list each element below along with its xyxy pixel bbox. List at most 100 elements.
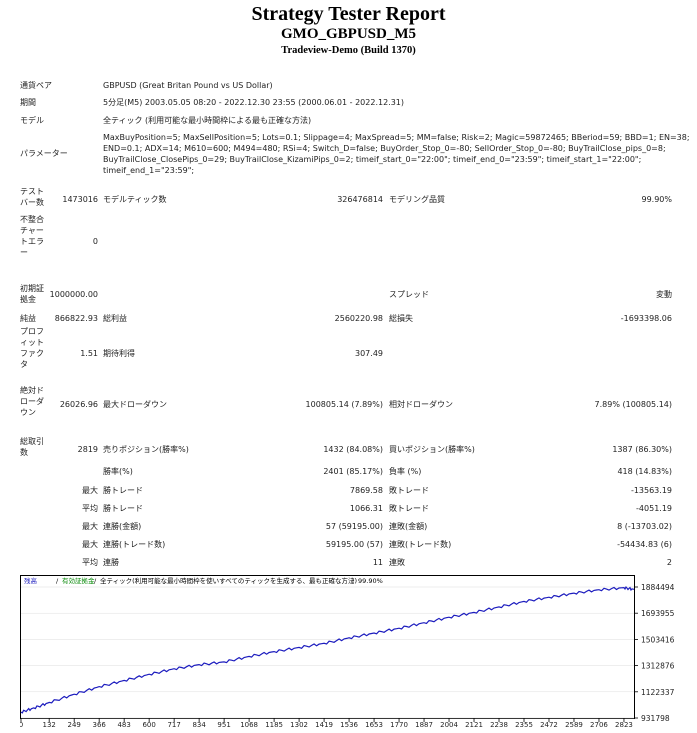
x-tick-label: 2706 <box>590 721 608 727</box>
params-line: MaxBuyPosition=5; MaxSellPosition=5; Lot… <box>103 133 690 142</box>
largest-win-label: 勝トレード <box>103 486 143 495</box>
avg-win-label: 勝トレード <box>103 504 143 513</box>
ticks-label: モデルティック数 <box>103 195 167 204</box>
report-build: Tradeview-Demo (Build 1370) <box>281 45 416 56</box>
x-tick-label: 1770 <box>390 721 408 727</box>
cons-losses-label: 連敗(金額) <box>389 522 428 531</box>
largest-win-value: 7869.58 <box>349 486 383 495</box>
loss-label: 負率 (%) <box>389 467 422 476</box>
x-tick-label: 2355 <box>515 721 533 727</box>
short-value: 1432 (84.08%) <box>323 445 383 454</box>
trades-value: 2819 <box>77 445 98 454</box>
period-value: 5分足(M5) 2003.05.05 08:20 - 2022.12.30 23… <box>103 98 405 107</box>
short-label: 売りポジション(勝率%) <box>103 445 189 454</box>
x-tick-label: 1185 <box>265 721 283 727</box>
legend-entry: 99.90% <box>358 577 383 585</box>
bars-value: 1473016 <box>62 195 98 204</box>
max-prefix: 最大 <box>82 522 98 531</box>
pair-value: GBPUSD (Great Britan Pound vs US Dollar) <box>103 81 273 90</box>
largest-loss-value: -13563.19 <box>630 486 672 495</box>
x-tick-label: 1419 <box>315 721 333 727</box>
legend-entry: / <box>94 577 97 585</box>
spread-label: スプレッド <box>389 290 429 299</box>
absdd-label: 絶対ド ローダ ウン <box>20 386 44 417</box>
y-tick-label: 1312876 <box>641 662 675 671</box>
report-subtitle: GMO_GBPUSD_M5 <box>281 26 416 42</box>
x-tick-label: 2823 <box>615 721 633 727</box>
x-tick-label: 366 <box>92 721 106 727</box>
x-tick-label: 1536 <box>340 721 358 727</box>
grossprofit-value: 2560220.98 <box>334 314 383 323</box>
pair-label: 通貨ペア <box>20 81 52 90</box>
netprofit-label: 純益 <box>20 314 36 323</box>
x-tick-label: 0 <box>20 721 23 727</box>
x-tick-label: 2472 <box>540 721 558 727</box>
y-tick-label: 931798 <box>641 714 670 723</box>
cons-profit-value: 59195.00 (57) <box>325 540 383 549</box>
report-title: Strategy Tester Report <box>251 3 446 25</box>
x-tick-label: 483 <box>117 721 130 727</box>
params-line: timeif_end_1="23:59"; <box>103 166 195 175</box>
avg-loss-label: 敗トレード <box>389 504 429 513</box>
expected-label: 期待利得 <box>103 349 135 358</box>
pf-label: プロフ ィット ファク タ <box>20 327 44 369</box>
trades-label: 総取引 数 <box>20 437 44 457</box>
legend-entry: 全ティック(利用可能な最小時間枠を使いすべてのティックを生成する、最も正確な方法… <box>100 576 357 585</box>
pf-value: 1.51 <box>80 349 98 358</box>
largest-loss-label: 敗トレード <box>389 486 429 495</box>
balance-line <box>20 585 635 714</box>
maxdd-label: 最大ドローダウン <box>103 400 167 409</box>
balance-chart: 残高 / 有効証拠金 / 全ティック(利用可能な最小時間枠を使いすべてのティックを生成す… <box>20 575 675 727</box>
legend-entry: / <box>352 577 355 585</box>
grossloss-label: 総損失 <box>389 314 413 323</box>
maxdd-value: 100805.14 (7.89%) <box>305 400 383 409</box>
max-prefix: 最大 <box>82 540 98 549</box>
cons-loss-label: 連敗(トレード数) <box>389 540 452 549</box>
avg-prefix: 平均 <box>82 504 98 513</box>
x-tick-label: 2004 <box>440 721 458 727</box>
x-tick-label: 1068 <box>240 721 258 727</box>
cons-wins-label: 連勝(金額) <box>103 522 142 531</box>
netprofit-value: 866822.93 <box>54 314 98 323</box>
avg-win-value: 1066.31 <box>349 504 383 513</box>
avg-cons-wins-value: 11 <box>372 558 383 567</box>
period-label: 期間 <box>20 98 36 107</box>
avg-cons-wins-label: 連勝 <box>103 558 119 567</box>
grossprofit-label: 総利益 <box>103 314 127 323</box>
x-tick-label: 1887 <box>415 721 433 727</box>
legend-entry: / <box>56 577 59 585</box>
win-value: 2401 (85.17%) <box>323 467 383 476</box>
model-value: 全ティック (利用可能な最小時間枠による最も正確な方法) <box>103 116 312 125</box>
x-tick-label: 600 <box>142 721 155 727</box>
mismatch-label: 不整合 チャー トエラ ー <box>20 215 44 257</box>
deposit-label: 初期証 拠金 <box>20 284 44 304</box>
win-label: 勝率(%) <box>103 467 133 476</box>
legend-entry: 有効証拠金 <box>62 576 95 585</box>
x-tick-label: 834 <box>192 721 206 727</box>
chart-frame <box>20 575 635 719</box>
avg-prefix: 平均 <box>82 558 98 567</box>
absdd-value: 26026.96 <box>59 400 98 409</box>
chart-legend: 残高 / 有効証拠金 / 全ティック(利用可能な最小時間枠を使いすべてのティックを生成す… <box>24 576 383 585</box>
y-tick-label: 1503416 <box>641 635 675 644</box>
avg-cons-losses-label: 連敗 <box>389 558 405 567</box>
avg-cons-losses-value: 2 <box>666 558 672 567</box>
long-label: 買いポジション(勝率%) <box>389 445 475 454</box>
x-tick-label: 2238 <box>490 721 508 727</box>
cons-wins-value: 57 (59195.00) <box>325 522 383 531</box>
spread-value: 変動 <box>656 290 672 299</box>
ticks-value: 326476814 <box>337 195 383 204</box>
cons-loss-value: -54434.83 (6) <box>617 540 672 549</box>
x-tick-label: 717 <box>167 721 180 727</box>
expected-value: 307.49 <box>355 349 383 358</box>
x-tick-label: 132 <box>43 721 56 727</box>
loss-value: 418 (14.83%) <box>617 467 672 476</box>
params-line: END=0.1; ADX=14; M610=600; M494=480; RSi… <box>103 144 666 153</box>
cons-losses-value: 8 (-13703.02) <box>617 522 672 531</box>
x-tick-label: 249 <box>67 721 80 727</box>
avg-loss-value: -4051.19 <box>636 504 672 513</box>
x-tick-label: 2589 <box>565 721 583 727</box>
model-label: モデル <box>20 116 44 125</box>
y-tick-label: 1884494 <box>641 583 675 592</box>
quality-label: モデリング品質 <box>389 195 445 204</box>
